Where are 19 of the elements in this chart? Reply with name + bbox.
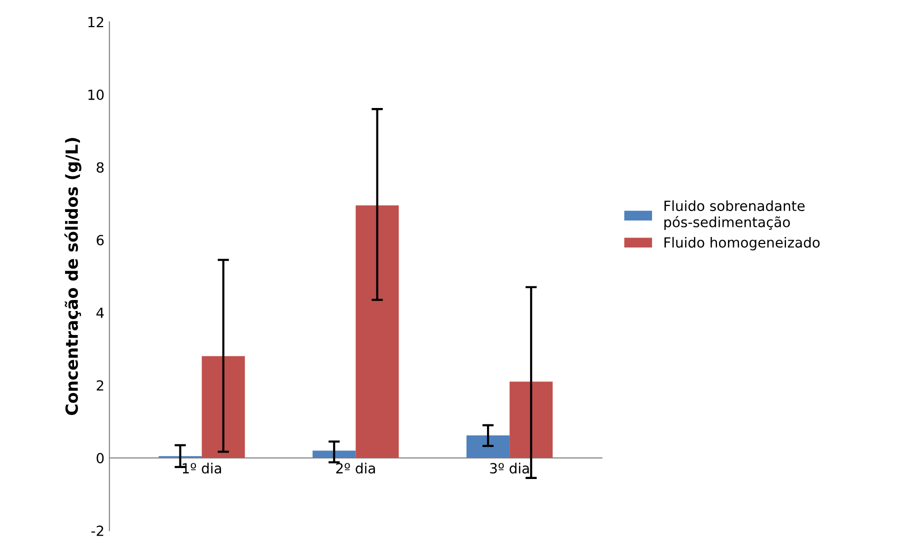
y-tick-label: 6 [96,234,104,246]
bar [312,450,356,458]
y-axis-title: Concentração de sólidos (g/L) [64,138,82,416]
x-tick-label: 1º dia [182,462,222,474]
legend-label: Fluido sobrenadante pós-sedimentação [664,200,805,230]
y-tick-label: 0 [96,452,104,464]
legend-label: Fluido homogeneizado [664,236,820,250]
y-tick-label: -2 [91,526,104,536]
x-tick-label: 3º dia [490,462,529,474]
y-tick-label: 4 [96,308,104,318]
y-tick-label: 12 [88,16,104,28]
x-tick-label: 2º dia [336,462,375,474]
bar [356,205,399,458]
bar [202,356,245,458]
y-tick-label: 2 [96,380,104,391]
y-tick-label: 8 [96,162,104,173]
bar [510,382,553,458]
bar [466,435,510,458]
y-tick-label: 10 [88,90,104,100]
